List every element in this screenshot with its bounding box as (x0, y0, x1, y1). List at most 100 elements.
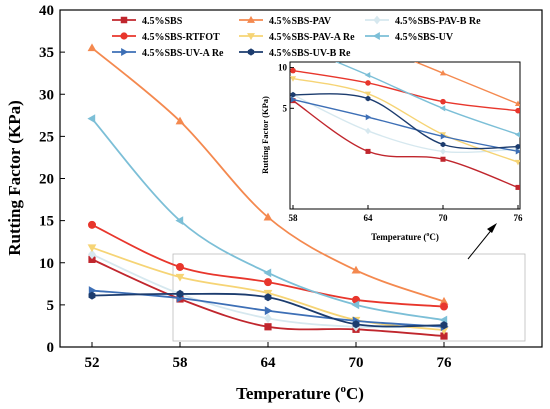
data-point (440, 332, 448, 340)
inset-x-axis-title-tail: C) (429, 232, 439, 242)
inset-data-point (514, 100, 520, 107)
inset-frame (289, 61, 521, 210)
inset-data-point (365, 127, 371, 135)
legend-marker (247, 33, 255, 41)
data-point (175, 116, 185, 125)
inset-data-point (440, 156, 446, 162)
y-tick-label: 20 (39, 172, 54, 188)
legend-item: 4.5%SBS (112, 16, 183, 27)
legend-marker (247, 48, 255, 56)
inset-data-point (439, 105, 446, 112)
data-point (87, 43, 97, 52)
data-point (351, 265, 361, 274)
data-point (440, 321, 448, 330)
inset-data-point (365, 39, 371, 44)
legend-marker (372, 32, 380, 40)
main-series-group (87, 43, 449, 340)
y-tick-label: 30 (39, 87, 54, 103)
inset-x-tick-label: 58 (289, 213, 299, 223)
inset-axis-ticks: 5 10 58 64 70 76 (278, 63, 523, 223)
inset-x-axis-title-main: Temperature ( (371, 232, 426, 242)
data-point (175, 273, 185, 282)
legend-item: 4.5%SBS-PAV-A Re (239, 32, 355, 43)
inset-data-point (365, 114, 372, 121)
x-axis-title-main: Temperature ( (236, 384, 341, 403)
inset-y-tick-label: 10 (278, 63, 288, 73)
legend-item: 4.5%SBS-UV-B Re (239, 48, 351, 59)
inset-data-point (439, 69, 447, 76)
data-point (263, 212, 273, 221)
x-tick-label: 70 (349, 355, 364, 371)
inset-data-point (515, 184, 520, 190)
inset-series-7 (290, 91, 520, 150)
data-point (264, 313, 272, 324)
x-axis-title: Temperature (oC) (236, 383, 364, 403)
inset-series-line (292, 77, 519, 163)
x-tick-label: 64 (261, 355, 277, 371)
inset-data-point (364, 72, 371, 79)
inset-x-tick-label: 76 (514, 213, 524, 223)
data-point (351, 300, 360, 310)
data-point (264, 278, 272, 287)
y-tick-label: 35 (39, 45, 54, 61)
inset-data-point (515, 143, 520, 150)
zoom-arrow (467, 227, 494, 260)
legend-label: 4.5%SBS-PAV-A Re (269, 32, 355, 43)
y-tick-label: 0 (47, 340, 55, 356)
inset-data-point (440, 133, 447, 140)
data-point (440, 302, 448, 311)
x-tick-label: 52 (85, 355, 100, 371)
data-point (264, 323, 272, 331)
inset-x-tick-label: 70 (439, 213, 449, 223)
y-tick-label: 5 (47, 298, 55, 314)
data-point (88, 291, 96, 300)
inset-data-point (290, 6, 296, 11)
legend-label: 4.5%SBS (142, 16, 183, 27)
data-point (439, 296, 449, 305)
inset-data-point (364, 91, 372, 98)
inset-data-point (365, 148, 371, 154)
inset-series-group (290, 6, 520, 190)
series-7 (88, 289, 448, 330)
series-5 (87, 114, 448, 325)
inset-series-5 (335, 62, 520, 138)
data-point (88, 220, 96, 229)
inset-data-point (515, 107, 520, 114)
inset-series-line (335, 62, 519, 136)
legend-label: 4.5%SBS-UV-A Re (142, 48, 224, 59)
legend-item: 4.5%SBS-UV-A Re (112, 48, 224, 59)
y-tick-label: 40 (39, 3, 54, 19)
inset-x-axis-title-sup: o (426, 232, 429, 238)
data-point (176, 262, 184, 271)
inset-x-tick-label: 64 (364, 213, 374, 223)
legend-item: 4.5%SBS-RTFOT (112, 32, 220, 43)
data-point (87, 244, 97, 253)
legend-label: 4.5%SBS-RTFOT (142, 32, 220, 43)
legend-marker (373, 15, 381, 25)
inset-data-point (365, 80, 371, 86)
y-tick-label: 10 (39, 256, 54, 272)
inset-data-point (514, 131, 520, 138)
data-point (352, 320, 360, 329)
inset-series-4 (290, 76, 520, 166)
inset-series-6 (290, 96, 520, 155)
series-line (91, 118, 445, 321)
inset-data-point (290, 76, 297, 82)
data-point (264, 306, 273, 316)
inset-series-line (292, 98, 519, 153)
inset-data-point (514, 159, 520, 166)
main-axis-ticks: 0 5 10 15 20 25 30 35 40 52 58 64 70 76 (39, 3, 452, 371)
inset-data-point (515, 148, 520, 155)
inset-series-line (413, 62, 519, 105)
legend-item: 4.5%SBS-PAV-B Re (365, 15, 481, 27)
x-axis-title-sup: o (340, 383, 346, 395)
inset-data-point (440, 141, 446, 148)
legend-item: 4.5%SBS-UV (365, 32, 454, 43)
legend-marker (121, 48, 129, 56)
inset-data-point (365, 95, 371, 102)
inset-data-point (290, 67, 296, 74)
data-point (264, 293, 272, 302)
inset-series-1 (290, 6, 520, 107)
